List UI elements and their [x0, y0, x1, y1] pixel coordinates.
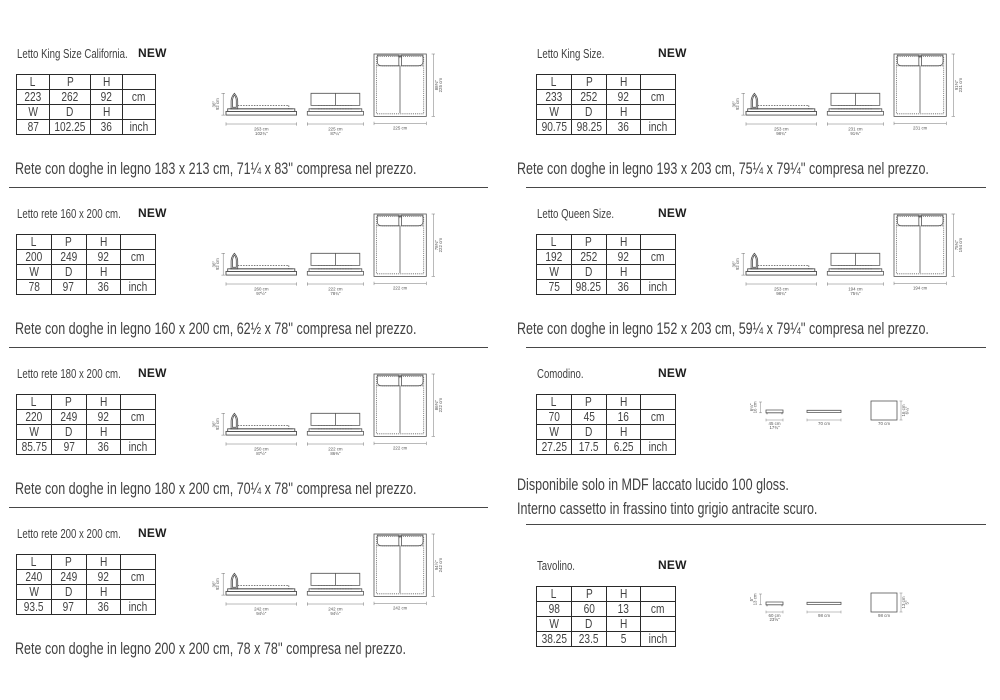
- svg-text:225 cm: 225 cm: [438, 78, 443, 93]
- svg-text:194 cm: 194 cm: [913, 286, 928, 291]
- svg-text:222 cm: 222 cm: [438, 398, 443, 413]
- svg-text:36": 36": [731, 260, 736, 267]
- svg-text:91⅜": 91⅜": [850, 131, 861, 136]
- svg-text:36": 36": [211, 100, 216, 107]
- svg-text:86⅜": 86⅜": [330, 451, 341, 456]
- svg-text:36": 36": [211, 580, 216, 587]
- svg-text:36": 36": [211, 260, 216, 267]
- svg-text:6¼": 6¼": [749, 403, 754, 411]
- svg-text:231 cm: 231 cm: [958, 78, 963, 93]
- svg-text:102¾": 102¾": [255, 131, 268, 136]
- svg-text:23⅝": 23⅝": [769, 617, 780, 622]
- svg-text:242 cm: 242 cm: [438, 558, 443, 573]
- svg-text:87¼": 87¼": [330, 131, 341, 136]
- svg-text:222 cm: 222 cm: [438, 238, 443, 253]
- svg-text:242 cm: 242 cm: [393, 606, 408, 611]
- svg-text:225 cm: 225 cm: [393, 126, 408, 131]
- svg-text:6¼": 6¼": [904, 406, 909, 414]
- svg-text:97½": 97½": [256, 291, 267, 296]
- svg-text:36": 36": [211, 420, 216, 427]
- svg-text:70 cm: 70 cm: [818, 421, 830, 426]
- svg-text:222 cm: 222 cm: [393, 286, 408, 291]
- svg-text:36": 36": [731, 100, 736, 107]
- svg-text:5": 5": [904, 600, 909, 604]
- svg-text:70 cm: 70 cm: [878, 421, 890, 426]
- svg-text:231 cm: 231 cm: [913, 126, 928, 131]
- svg-text:98¾": 98¾": [776, 291, 787, 296]
- svg-text:87½": 87½": [256, 451, 267, 456]
- svg-text:98 cm: 98 cm: [878, 613, 890, 618]
- svg-text:194 cm: 194 cm: [958, 238, 963, 253]
- svg-text:5": 5": [749, 597, 754, 601]
- svg-text:94½": 94½": [330, 611, 341, 616]
- svg-text:17¾": 17¾": [769, 425, 780, 430]
- svg-text:98¾": 98¾": [776, 131, 787, 136]
- svg-text:222 cm: 222 cm: [393, 446, 408, 451]
- svg-text:98 cm: 98 cm: [818, 613, 830, 618]
- svg-text:78¾": 78¾": [330, 291, 341, 296]
- svg-text:94½": 94½": [256, 611, 267, 616]
- svg-text:75¾": 75¾": [850, 291, 861, 296]
